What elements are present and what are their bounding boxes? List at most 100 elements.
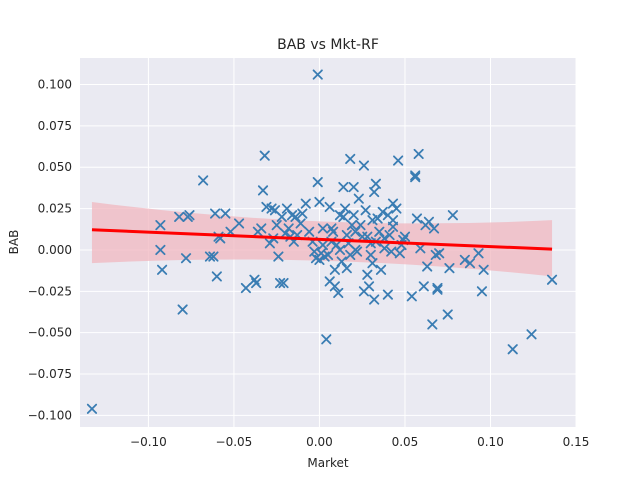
data-point-stroke-b [345,153,356,165]
y-tick-label-1: −0.075 [28,367,72,381]
x-tick-labels: −0.10 −0.05 0.00 0.05 0.10 0.15 [130,435,589,449]
data-point-stroke-b [478,264,489,275]
data-point-stroke-b [372,213,383,224]
data-point-stroke-b [324,276,335,287]
data-point-57 [317,223,328,234]
data-point-stroke-b [329,264,340,275]
data-point-21 [251,277,262,289]
data-point-stroke-b [275,277,286,289]
data-point-72 [336,256,347,267]
data-point-149 [387,221,399,232]
data-point-stroke-b [358,160,370,171]
data-point-96 [365,249,376,261]
data-point-stroke-b [304,226,315,237]
data-point-stroke-b [432,284,443,295]
data-point-stroke-b [204,251,216,262]
data-point-stroke-b [427,319,438,330]
data-point-stroke-b [476,286,488,297]
data-point-stroke-b [233,218,245,229]
data-point-113 [386,246,397,257]
data-point-18 [233,218,245,229]
data-point-95 [363,281,375,292]
data-point-stroke-b [406,291,417,302]
data-point-stroke-b [336,256,347,267]
data-point-stroke-b [322,249,334,261]
data-point-stroke-b [360,205,371,216]
data-point-2 [155,244,166,256]
data-point-145 [478,264,489,275]
data-point-88 [355,220,366,231]
data-point-144 [476,286,488,297]
data-point-stroke-b [317,223,328,234]
data-point-75 [340,203,351,214]
data-point-128 [418,281,429,292]
data-point-stroke-b [399,231,411,242]
data-point-stroke-b [391,203,402,214]
data-point-stroke-b [507,344,518,355]
y-tick-label-6: 0.050 [38,160,72,174]
data-point-stroke-b [365,249,376,261]
y-axis-label: BAB [7,230,21,255]
data-point-104 [372,213,383,224]
data-point-stroke-b [377,206,388,217]
data-point-51 [312,177,323,188]
data-point-98 [367,258,378,269]
x-tick-label-5: 0.15 [563,435,590,449]
data-point-133 [428,223,440,234]
data-point-stroke-b [362,269,373,280]
data-point-122 [406,291,417,302]
data-point-123 [410,170,421,181]
x-axis-label: Market [307,456,349,470]
x-tick-label-2: 0.00 [306,435,333,449]
data-point-4 [174,211,185,222]
data-point-137 [434,248,445,259]
data-point-23 [256,223,267,234]
data-point-73 [338,211,349,222]
data-point-31 [271,220,282,231]
data-point-stroke-b [418,281,429,292]
data-point-stroke-b [266,203,277,214]
data-point-stroke-b [326,223,337,234]
data-point-38 [283,223,294,234]
data-point-105 [374,226,385,237]
data-point-stroke-b [290,211,301,222]
data-point-67 [329,281,340,292]
data-point-stroke-b [367,258,378,269]
data-point-stroke-b [464,258,476,269]
data-point-stroke-b [374,226,385,237]
data-point-stroke-b [348,181,359,193]
data-point-stroke-b [259,150,270,161]
data-point-stroke-b [410,172,421,183]
data-point-112 [384,229,395,241]
data-point-stroke-b [434,248,445,259]
data-point-109 [379,243,390,254]
data-point-stroke-b [256,223,267,234]
data-point-stroke-b [459,254,470,265]
y-tick-labels: −0.100 −0.075 −0.050 −0.025 0.000 0.025 0.050 0… [28,77,72,422]
data-point-stroke-b [351,246,363,257]
data-point-stroke-b [375,264,387,275]
data-point-stroke-b [410,170,421,181]
data-point-stroke-b [338,181,349,193]
data-point-86 [351,246,363,257]
y-tick-label-3: −0.025 [28,284,72,298]
data-point-stroke-b [333,287,344,299]
data-point-stroke-b [447,210,458,221]
data-point-stroke-b [156,264,168,275]
data-point-146 [507,344,518,355]
data-point-27 [264,238,275,249]
data-point-148 [546,274,558,285]
data-point-25 [259,150,270,161]
data-point-stroke-b [257,185,269,196]
data-point-44 [295,218,306,229]
data-point-66 [329,264,340,275]
data-point-stroke-b [286,210,298,221]
data-point-stroke-b [413,148,424,160]
data-point-stroke-b [394,248,405,259]
data-point-stroke-b [546,274,558,285]
data-point-stroke-b [174,211,185,222]
x-tick-label-1: −0.05 [216,435,253,449]
data-point-stroke-b [177,304,188,315]
data-point-118 [394,248,405,259]
data-point-stroke-b [249,274,260,285]
